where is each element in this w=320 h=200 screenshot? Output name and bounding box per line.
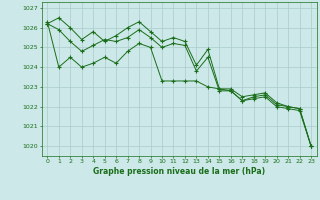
- X-axis label: Graphe pression niveau de la mer (hPa): Graphe pression niveau de la mer (hPa): [93, 167, 265, 176]
